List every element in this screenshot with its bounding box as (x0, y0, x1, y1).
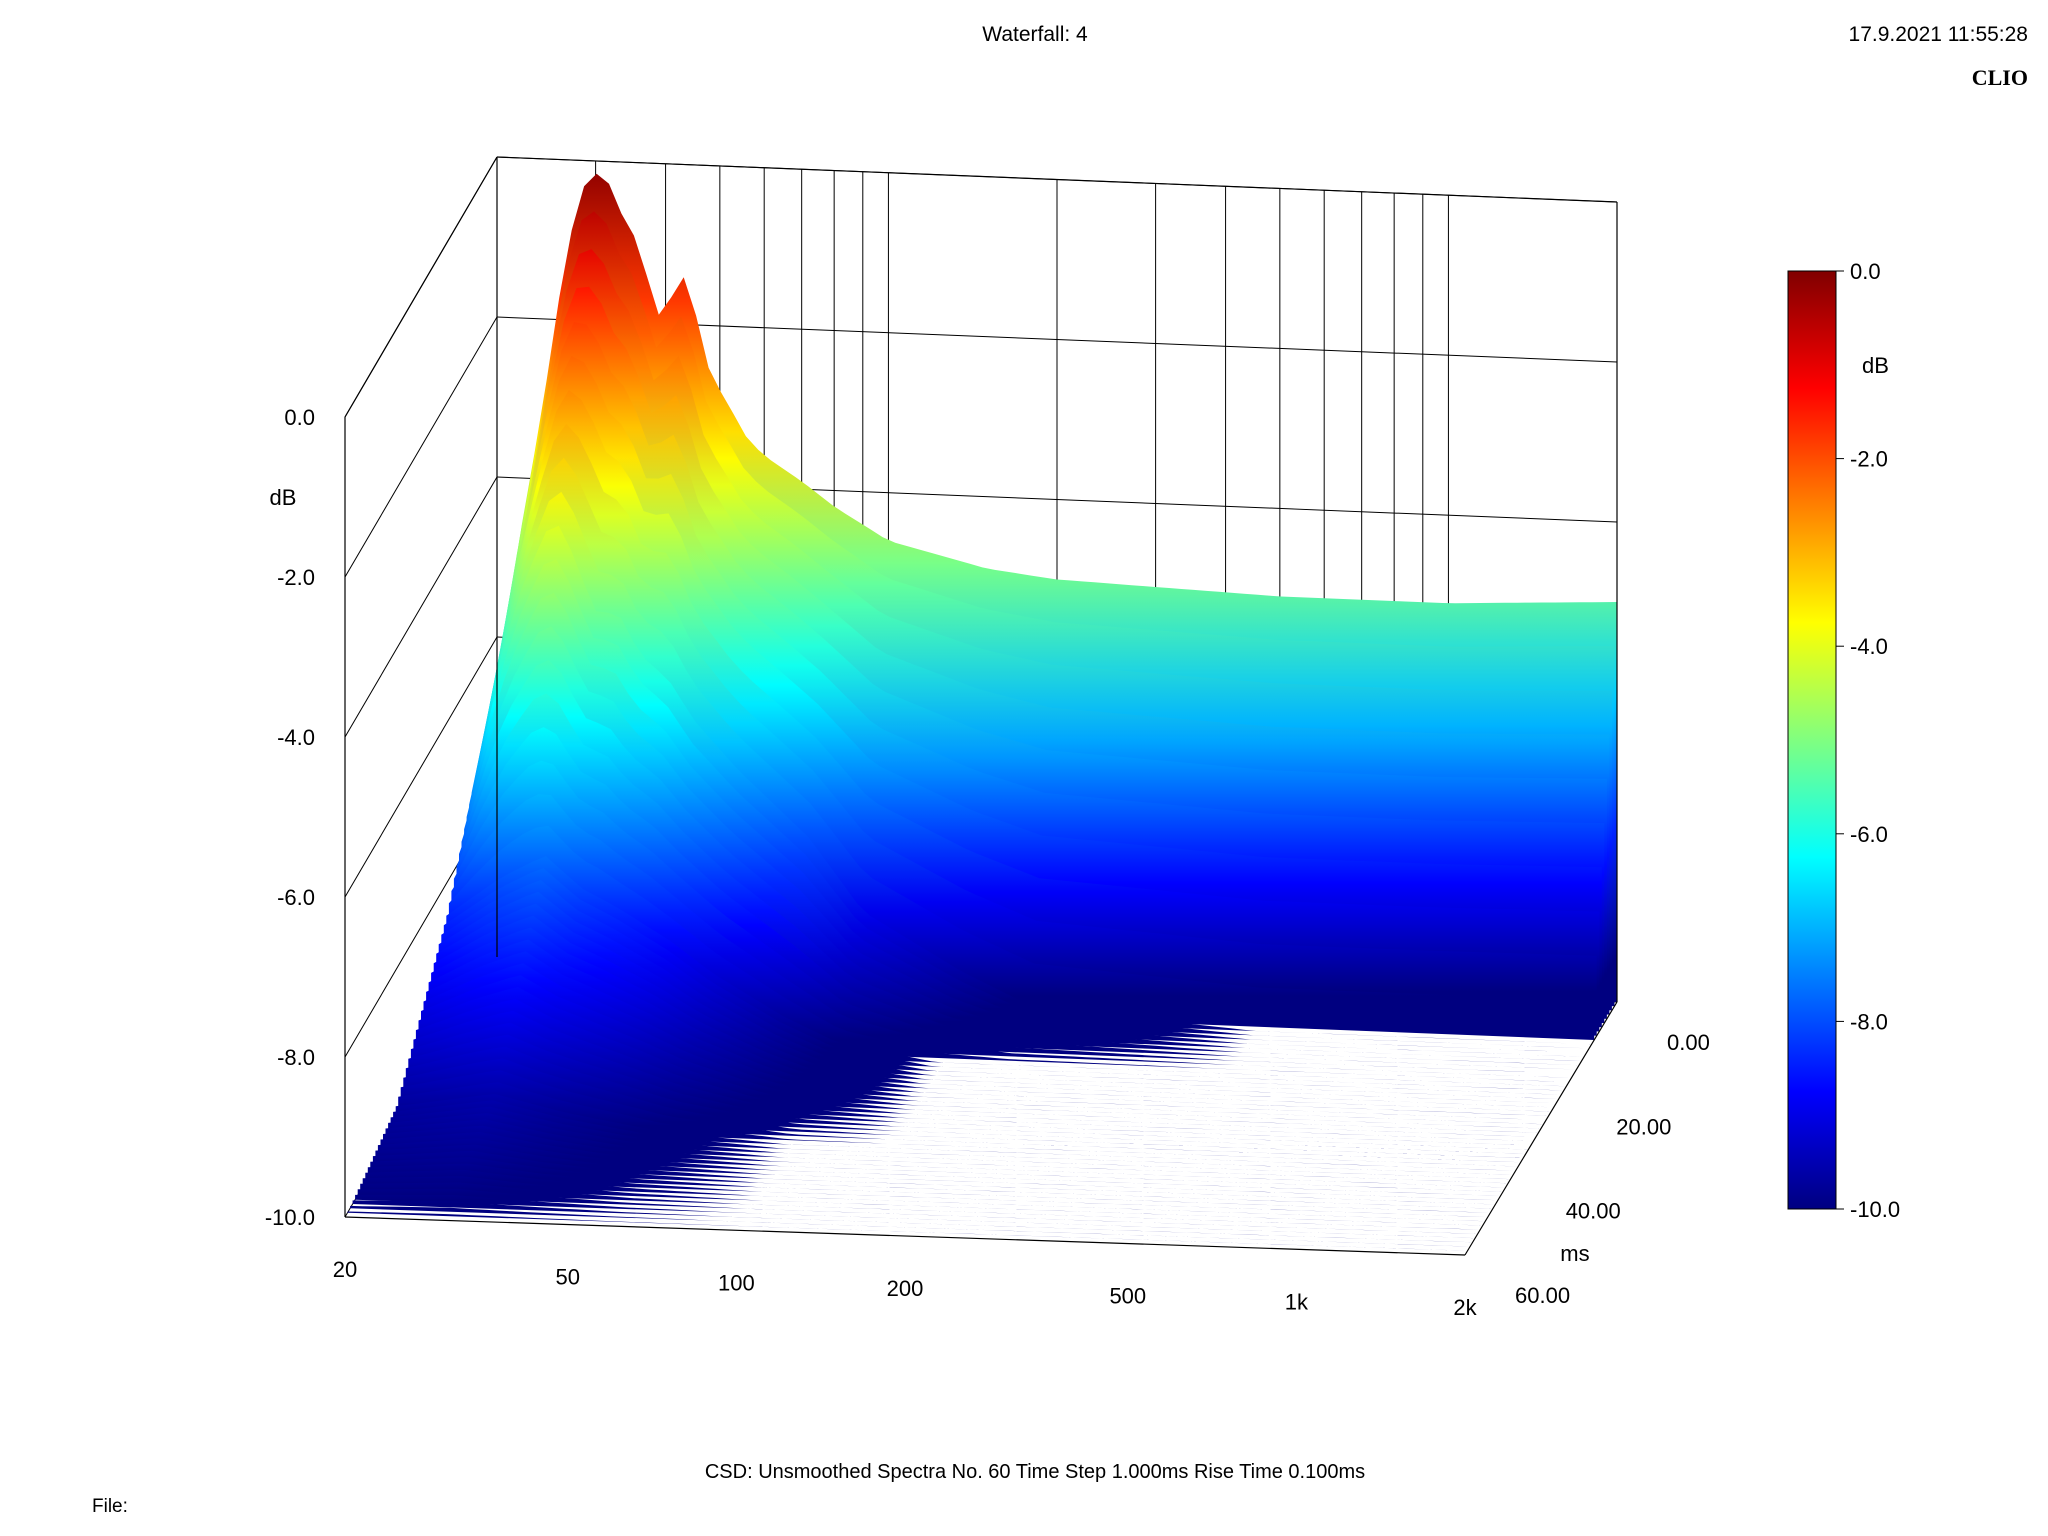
x-tick-label: 50 (556, 1265, 580, 1290)
colorbar-tick-label: -6.0 (1850, 822, 1888, 847)
box-edge (344, 1216, 1466, 1256)
y-tick-label: -2.0 (277, 565, 315, 590)
y-tick-label: -8.0 (277, 1045, 315, 1070)
x-tick-label: 200 (887, 1276, 924, 1301)
y-tick-label: -6.0 (277, 885, 315, 910)
spectrum-slice (357, 1188, 1478, 1234)
spectrum-slice (362, 1176, 1483, 1226)
spectrum-slice (350, 1205, 1471, 1247)
spectrum-slice (355, 1194, 1476, 1239)
side-wall-gridline (344, 636, 498, 898)
spectrum-slice (372, 1150, 1493, 1209)
time-axis: 0.00 20.00 40.00 60.00 ms (1515, 1030, 1710, 1308)
x-tick-label: 1k (1285, 1289, 1309, 1314)
colorbar-gradient (1787, 270, 1837, 1210)
y-tick-label: 0.0 (284, 405, 315, 430)
spectrum-slice (352, 1200, 1473, 1243)
z-tick-label: 0.00 (1667, 1030, 1710, 1055)
spectrum-slice (360, 1182, 1481, 1230)
y-axis-unit: dB (270, 485, 297, 510)
side-wall-gridline (344, 316, 498, 578)
colorbar-tick-label: -2.0 (1850, 447, 1888, 472)
colorbar-tick-label: 0.0 (1850, 259, 1881, 284)
timestamp: 17.9.2021 11:55:28 (1848, 23, 2028, 46)
z-tick-label: 60.00 (1515, 1283, 1570, 1308)
z-tick-label: 20.00 (1616, 1114, 1671, 1139)
chart-title: Waterfall: 4 (982, 23, 1088, 46)
spectrum-slice (370, 1157, 1491, 1213)
z-tick-label: 40.00 (1566, 1199, 1621, 1224)
spectrum-slice (365, 1169, 1486, 1222)
x-tick-label: 20 (333, 1257, 357, 1282)
x-tick-label: 2k (1453, 1295, 1477, 1320)
measurement-settings: CSD: Unsmoothed Spectra No. 60 Time Step… (704, 1461, 1366, 1483)
side-wall-gridline (344, 476, 498, 738)
spectrum-slice (347, 1211, 1468, 1251)
y-tick-label: -4.0 (277, 725, 315, 750)
colorbar-tick-label: -8.0 (1850, 1009, 1888, 1034)
frequency-axis: 20 50 100 200 500 1k 2k (333, 1257, 1478, 1320)
spectrum-slice (377, 1138, 1498, 1201)
colorbar-tick-label: -4.0 (1850, 634, 1888, 659)
spectrum-slice (375, 1144, 1496, 1205)
z-axis-unit: ms (1560, 1241, 1589, 1266)
colorbar: 0.0 -2.0 -4.0 -6.0 -8.0 -10.0 dB (1787, 259, 1900, 1222)
spectrum-slice (367, 1163, 1488, 1217)
level-axis: 0.0 -2.0 -4.0 -6.0 -8.0 -10.0 dB (265, 405, 315, 1230)
brand-logo: CLIO (1971, 65, 2028, 90)
box-edge (344, 156, 498, 418)
waterfall-surface (345, 173, 1617, 1255)
file-label: File: (92, 1496, 128, 1517)
colorbar-tick-label: -10.0 (1850, 1197, 1900, 1222)
box-edge (496, 156, 1618, 203)
colorbar-unit: dB (1862, 353, 1889, 378)
x-tick-label: 100 (718, 1270, 755, 1295)
box-frame (344, 156, 1618, 1256)
box-edge (1464, 1001, 1618, 1256)
x-tick-label: 500 (1109, 1284, 1146, 1309)
y-tick-label: -10.0 (265, 1205, 315, 1230)
